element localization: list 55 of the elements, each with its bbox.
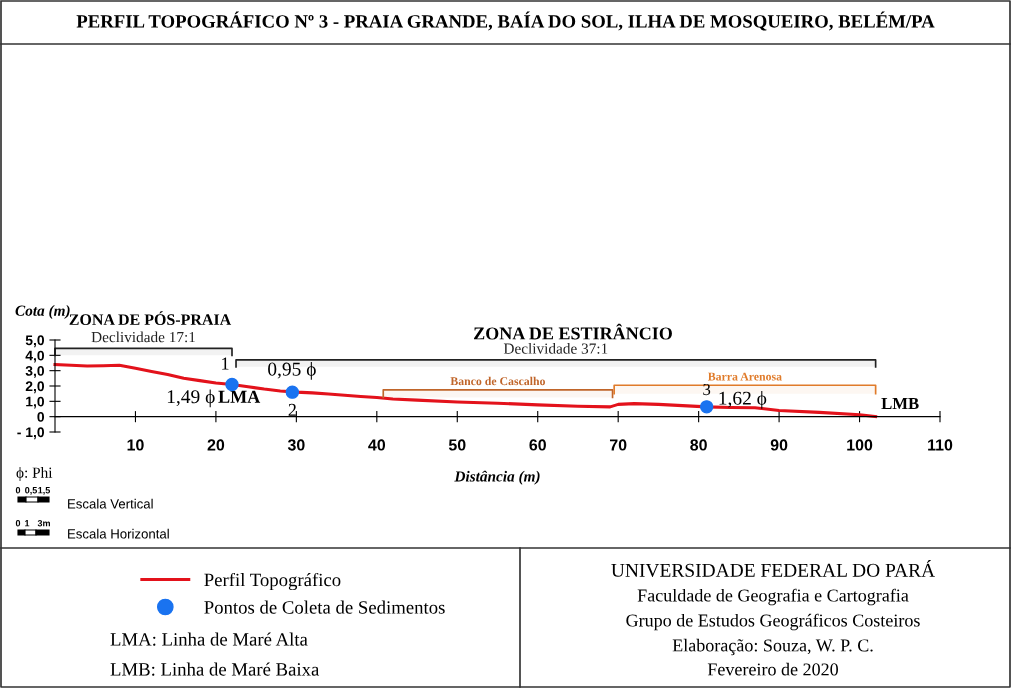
annotation: 3: [703, 383, 711, 396]
point: [285, 385, 300, 399]
band-label: Barra Arenosa: [707, 372, 782, 381]
y-tick-label: 1,0: [26, 396, 45, 409]
annotation: 2: [288, 403, 296, 416]
text: Escala Horizontal: [68, 528, 169, 539]
text: Fevereiro de 2020: [707, 662, 838, 676]
band-label: Banco de Cascalho: [450, 376, 546, 386]
band-label: Declividade 37:1: [503, 343, 608, 354]
x-tick-label: 90: [770, 439, 788, 451]
band-label: Declividade 17:1: [91, 331, 195, 343]
x-axis-title: Distância (m): [454, 470, 540, 485]
x-tick-label: 100: [847, 439, 873, 451]
text: 1: [25, 520, 30, 527]
x-tick-label: 110: [928, 439, 953, 451]
text: ZONA DE ESTIRÂNCIO: [474, 323, 672, 340]
text: Escala Vertical: [68, 498, 153, 509]
legend-label: Perfil Topográfico: [204, 572, 341, 591]
annotation: LMA: [218, 390, 261, 403]
legend-label: Pontos de Coleta de Sedimentos: [204, 600, 445, 614]
text: 1,5: [38, 487, 51, 495]
x-tick-label: 20: [207, 439, 225, 451]
text: 0,5: [25, 487, 38, 495]
y-tick-label: 5,0: [25, 335, 45, 348]
text: ϕ: Phi: [16, 467, 53, 481]
chart-title: PERFIL TOPOGRÁFICO Nº 3 - PRAIA GRANDE, BAÍA DO SOL, ILHA DE MOSQUEIRO, BELÉM/PA: [76, 11, 935, 31]
x-tick-label: 60: [529, 439, 546, 451]
text: LMA: Linha de Maré Alta: [110, 632, 308, 646]
x-tick-label: 70: [609, 439, 627, 451]
annotation: 1: [222, 357, 229, 370]
y-tick-label: 4,0: [25, 350, 45, 363]
x-tick-label: 40: [368, 439, 386, 451]
text: ZONA DE PÓS-PRAIA: [69, 311, 232, 325]
y-tick-label: 2,0: [25, 381, 45, 394]
annotation: 1,49 ϕ: [167, 389, 215, 408]
text: UNIVERSIDADE FEDERAL DO PARÁ: [611, 560, 935, 577]
text: 0: [15, 487, 21, 494]
text: LMB: Linha de Maré Baixa: [110, 662, 320, 676]
text: Grupo de Estudos Geográficos Costeiros: [626, 613, 920, 631]
x-tick-label: 30: [287, 439, 305, 451]
text: Faculdade de Geografia e Cartografia: [637, 588, 909, 606]
annotation: 0,95 ϕ: [268, 362, 316, 380]
x-tick-label: 80: [690, 439, 707, 451]
x-tick-label: 50: [448, 439, 466, 451]
point: [699, 400, 714, 414]
y-tick-label: - 1,0: [17, 427, 45, 440]
y-tick-label: 0: [37, 412, 45, 422]
annotation: 1,62 ϕ: [719, 391, 767, 409]
annotation: LMB: [881, 398, 919, 409]
text: 3m: [37, 520, 50, 527]
text: Elaboração: Souza, W. P. C.: [672, 638, 873, 656]
y-tick-label: 3,0: [25, 366, 45, 378]
text: 0: [15, 520, 21, 527]
x-tick-label: 10: [127, 439, 144, 451]
y-axis-title: Cota (m): [15, 305, 70, 319]
